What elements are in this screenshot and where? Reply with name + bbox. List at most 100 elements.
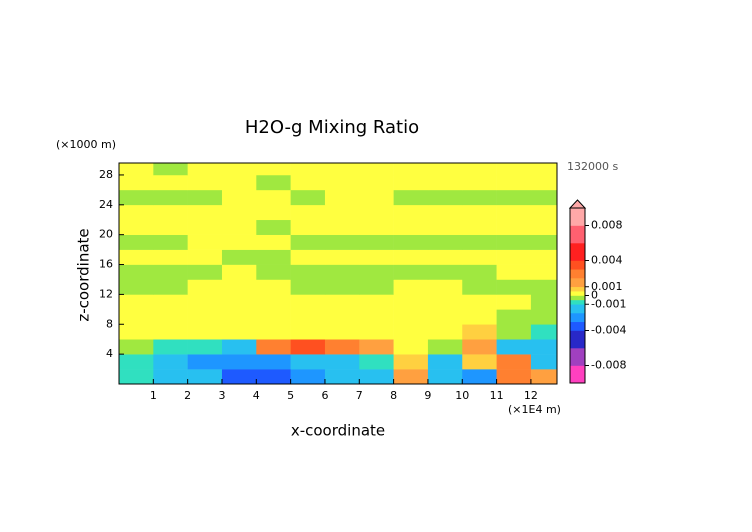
contour-cell bbox=[187, 204, 223, 221]
x-tick-label: 7 bbox=[356, 389, 363, 402]
plot-frame bbox=[118, 162, 558, 385]
colorbar-swatch bbox=[570, 260, 585, 270]
colorbar-tick-label: 0.001 bbox=[591, 280, 623, 293]
contour-cell bbox=[496, 324, 532, 340]
contour-cell bbox=[256, 219, 291, 235]
contour-cell bbox=[256, 174, 291, 191]
x-tick-label: 3 bbox=[218, 389, 225, 402]
contour-cell bbox=[153, 189, 188, 206]
contour-cell bbox=[290, 354, 326, 370]
contour-cell bbox=[496, 294, 532, 310]
contour-cell bbox=[153, 354, 188, 370]
contour-cell bbox=[256, 309, 291, 325]
contour-cell bbox=[427, 249, 463, 265]
contour-cell bbox=[324, 234, 360, 250]
contour-cell bbox=[427, 204, 463, 221]
contour-cell bbox=[187, 309, 223, 325]
contour-cell bbox=[496, 354, 532, 370]
contour-cell bbox=[187, 294, 223, 310]
contour-cell bbox=[359, 189, 394, 206]
x-tick-label: 5 bbox=[287, 389, 294, 402]
contour-cell bbox=[496, 249, 532, 265]
contour-cell bbox=[393, 219, 429, 235]
contour-cell bbox=[462, 294, 497, 310]
contour-cell bbox=[393, 369, 429, 385]
contour-cell bbox=[256, 294, 291, 310]
contour-cell bbox=[462, 324, 497, 340]
contour-cell bbox=[324, 309, 360, 325]
contour-cell bbox=[153, 264, 188, 280]
contour-cell bbox=[153, 219, 188, 235]
contour-cell bbox=[324, 264, 360, 280]
contour-cell bbox=[530, 219, 558, 235]
contour-cell bbox=[393, 163, 429, 176]
contour-cell bbox=[359, 249, 394, 265]
contour-cell bbox=[462, 279, 497, 295]
x-tick-label: 12 bbox=[524, 389, 538, 402]
contour-cell bbox=[187, 339, 223, 355]
colorbar-swatch bbox=[570, 291, 585, 296]
contour-cell bbox=[119, 219, 154, 235]
y-axis-label: z-coordinate bbox=[75, 228, 93, 321]
colorbar-swatch bbox=[570, 313, 585, 323]
contour-cell bbox=[324, 189, 360, 206]
contour-cell bbox=[290, 309, 326, 325]
contour-cell bbox=[324, 324, 360, 340]
contour-cell bbox=[153, 309, 188, 325]
contour-cell bbox=[496, 163, 532, 176]
contour-cell bbox=[359, 279, 394, 295]
contour-cell bbox=[153, 279, 188, 295]
contour-cell bbox=[221, 294, 257, 310]
contour-cell bbox=[119, 234, 154, 250]
contour-cell bbox=[496, 264, 532, 280]
contour-cell bbox=[427, 234, 463, 250]
y-unit: (×1000 m) bbox=[56, 138, 116, 151]
contour-cell bbox=[496, 339, 532, 355]
contour-cell bbox=[496, 189, 532, 206]
contour-cell bbox=[427, 174, 463, 191]
contour-cell bbox=[359, 234, 394, 250]
contour-cell bbox=[530, 339, 558, 355]
colorbar-swatch bbox=[570, 278, 585, 288]
contour-cell bbox=[256, 324, 291, 340]
contour-cell bbox=[530, 294, 558, 310]
contour-cell bbox=[290, 189, 326, 206]
contour-cell bbox=[393, 204, 429, 221]
contour-cell bbox=[290, 249, 326, 265]
contour-cell bbox=[187, 324, 223, 340]
contour-cell bbox=[256, 279, 291, 295]
contour-cell bbox=[256, 339, 291, 355]
contour-cell bbox=[119, 163, 154, 176]
contour-cell bbox=[427, 264, 463, 280]
contour-cell bbox=[359, 294, 394, 310]
contour-cell bbox=[462, 264, 497, 280]
contour-cell bbox=[187, 279, 223, 295]
contour-cell bbox=[119, 249, 154, 265]
contour-cell bbox=[496, 369, 532, 385]
contour-cell bbox=[119, 324, 154, 340]
contour-cell bbox=[530, 369, 558, 385]
contour-cell bbox=[359, 309, 394, 325]
contour-cell bbox=[530, 264, 558, 280]
colorbar-swatch bbox=[570, 286, 585, 292]
contour-cell bbox=[530, 249, 558, 265]
contour-cell bbox=[393, 309, 429, 325]
colorbar-swatch bbox=[570, 225, 585, 244]
contour-cell bbox=[359, 369, 394, 385]
contour-cell bbox=[187, 264, 223, 280]
colorbar-tick-label: -0.001 bbox=[591, 297, 626, 310]
contour-cell bbox=[290, 294, 326, 310]
contour-cell bbox=[256, 189, 291, 206]
colorbar-swatch bbox=[570, 269, 585, 279]
contour-cell bbox=[462, 249, 497, 265]
contour-cell bbox=[324, 369, 360, 385]
contour-cell bbox=[359, 324, 394, 340]
colorbar-swatch bbox=[570, 365, 585, 384]
contour-cell bbox=[324, 249, 360, 265]
contour-cell bbox=[462, 204, 497, 221]
contour-cell bbox=[530, 324, 558, 340]
x-tick-label: 8 bbox=[390, 389, 397, 402]
contour-cell bbox=[496, 174, 532, 191]
contour-cell bbox=[290, 324, 326, 340]
